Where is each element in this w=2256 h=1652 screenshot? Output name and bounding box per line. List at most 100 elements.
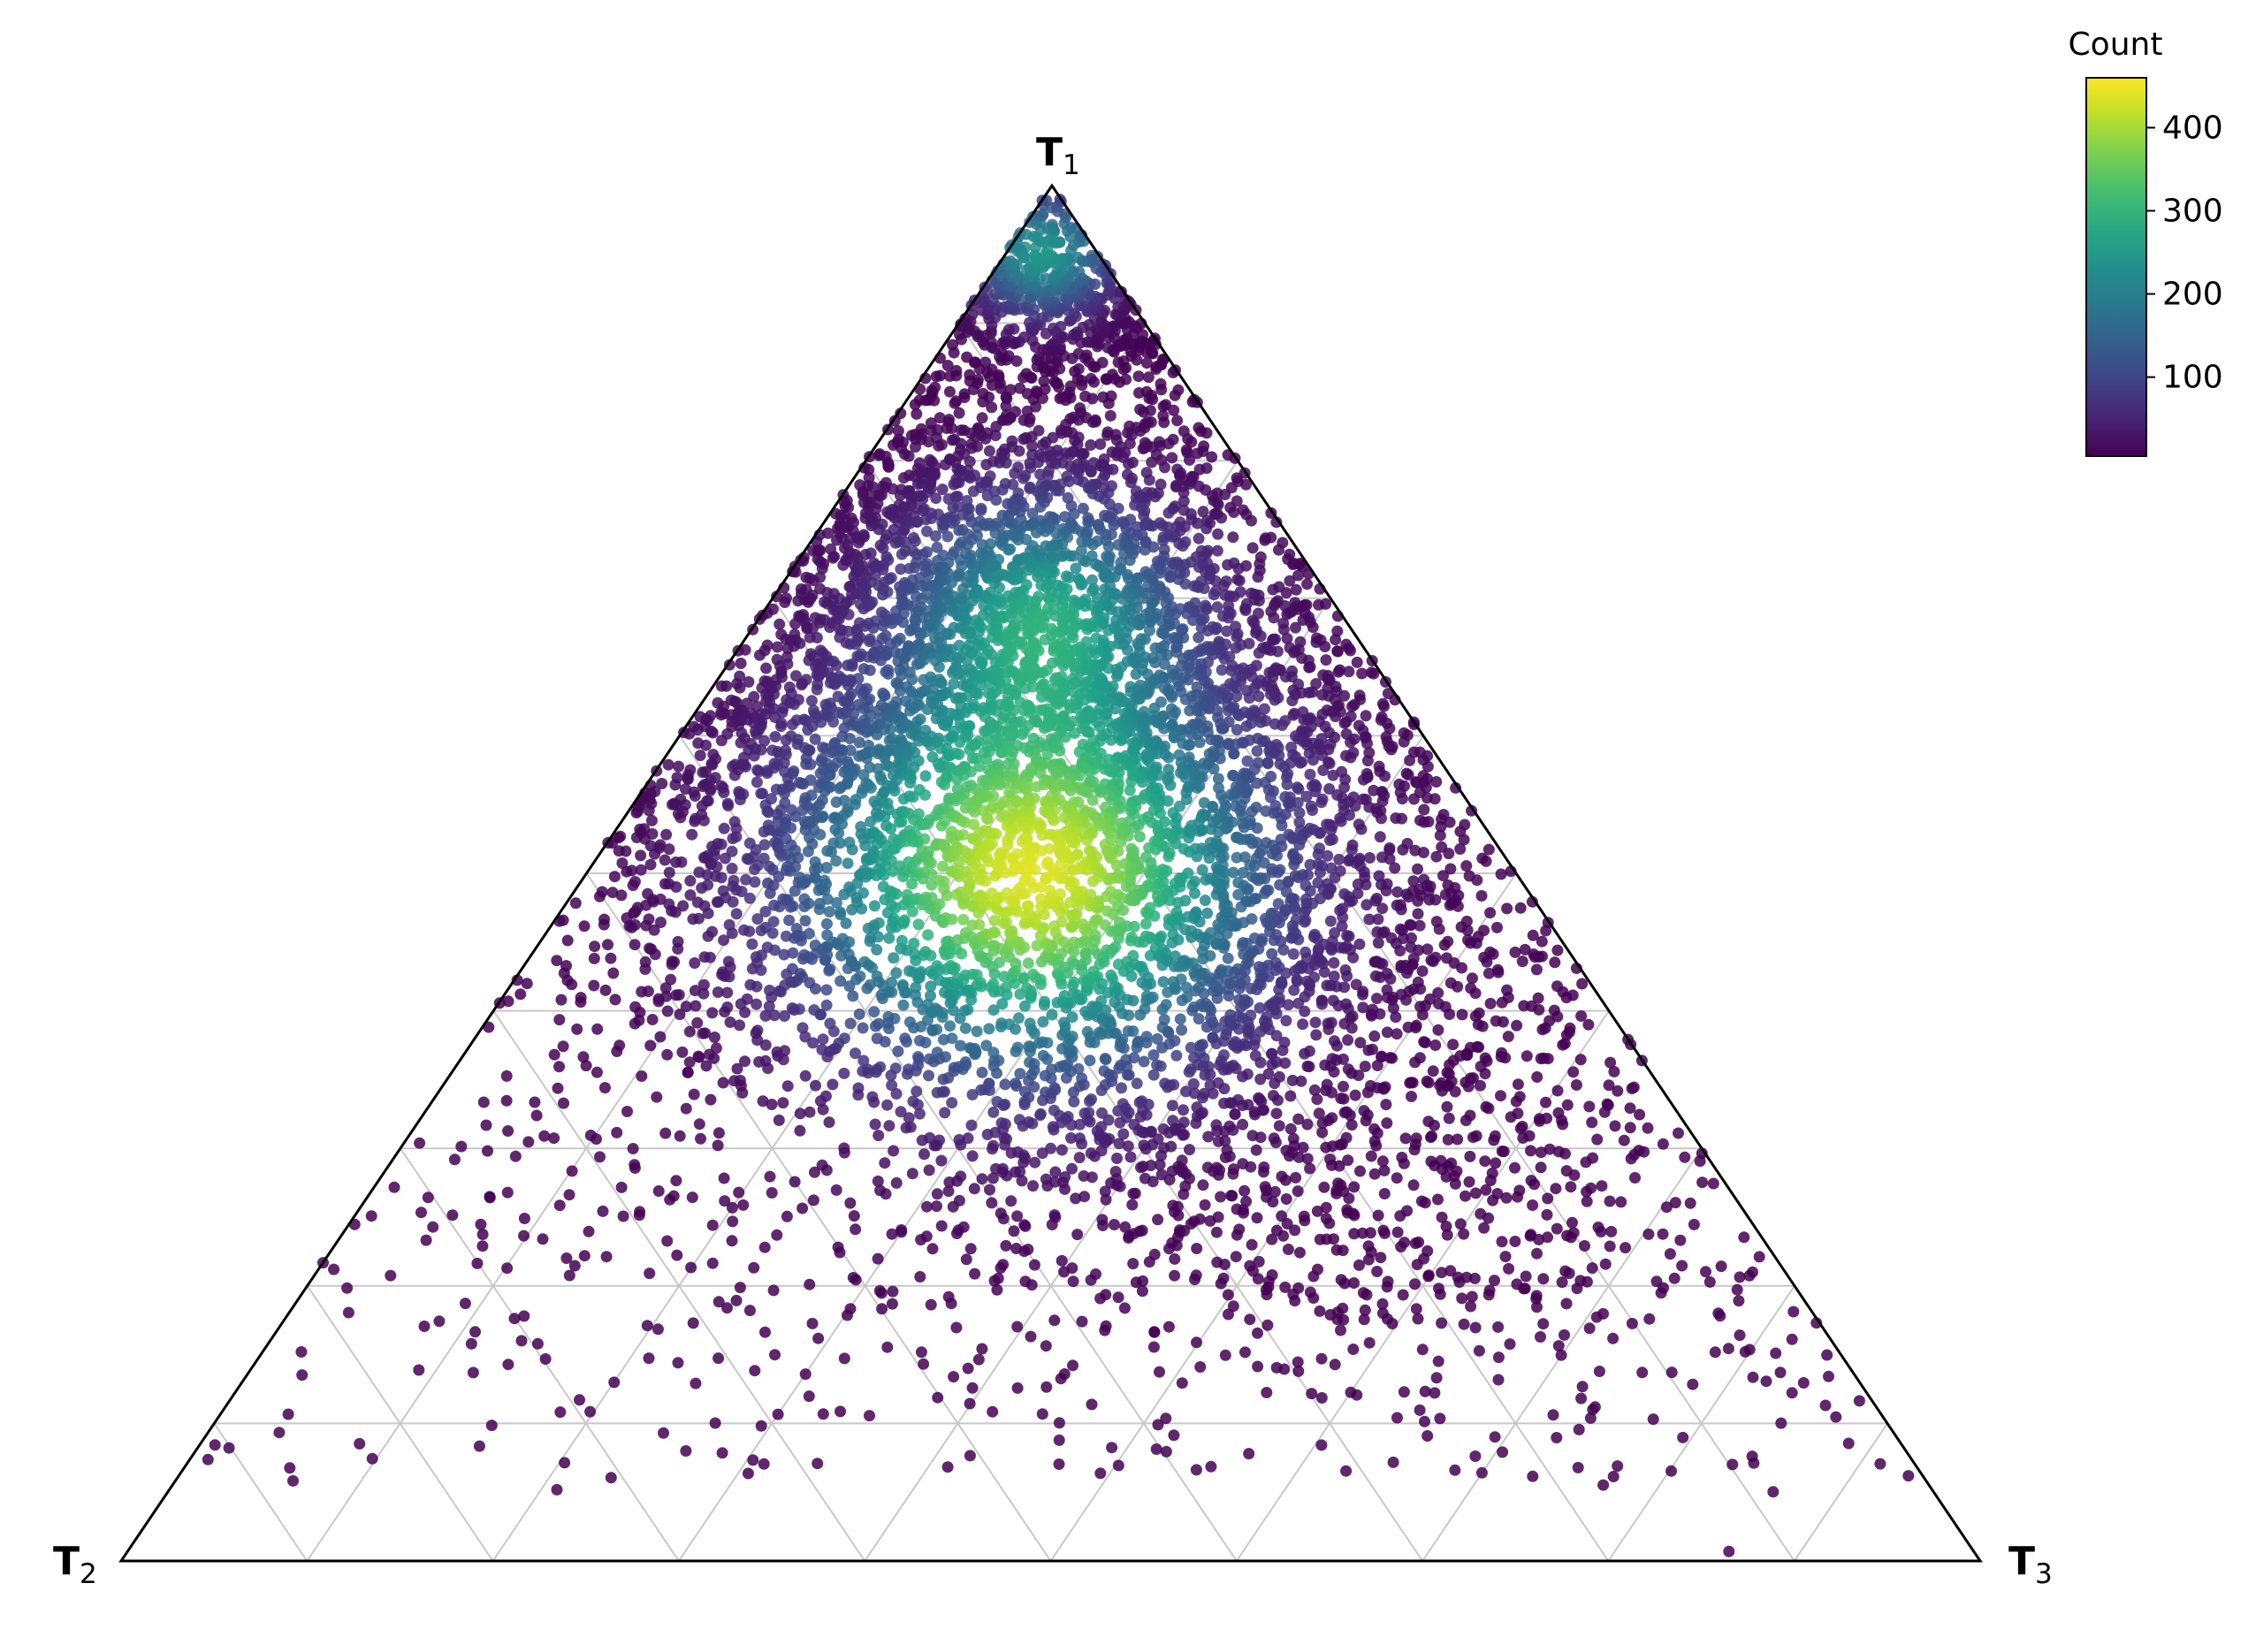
scatter-point (559, 1457, 571, 1469)
scatter-point (1316, 1117, 1329, 1130)
scatter-point (1528, 948, 1540, 960)
scatter-point (1642, 1122, 1654, 1134)
scatter-point (1356, 667, 1368, 680)
scatter-point (932, 1391, 944, 1404)
scatter-point (742, 1467, 754, 1480)
scatter-point (555, 993, 568, 1006)
scatter-point (838, 1032, 850, 1045)
scatter-point (866, 596, 879, 608)
scatter-point (792, 851, 804, 864)
scatter-point (1311, 1205, 1323, 1217)
scatter-point (1354, 1165, 1366, 1177)
scatter-point (341, 1282, 354, 1294)
scatter-point (820, 999, 833, 1011)
scatter-point (1137, 1275, 1149, 1287)
scatter-point (502, 1125, 514, 1137)
scatter-point (1137, 443, 1149, 455)
scatter-point (1576, 978, 1589, 990)
scatter-point (1171, 415, 1184, 427)
scatter-point (882, 554, 895, 567)
scatter-point (1314, 1305, 1326, 1317)
scatter-point (1436, 1317, 1448, 1329)
scatter-point (794, 637, 806, 650)
scatter-point (1040, 1340, 1052, 1352)
scatter-point (1170, 1049, 1183, 1062)
scatter-point (1342, 1154, 1354, 1167)
scatter-point (879, 689, 891, 702)
scatter-point (1410, 1303, 1422, 1315)
scatter-point (1354, 1037, 1367, 1049)
scatter-point (626, 864, 638, 877)
scatter-point (1501, 984, 1513, 996)
scatter-point (1700, 1266, 1711, 1278)
scatter-point (465, 1337, 477, 1350)
scatter-point (1519, 943, 1531, 955)
scatter-point (1626, 1083, 1638, 1094)
scatter-point (1083, 1107, 1095, 1119)
scatter-point (1342, 1063, 1354, 1076)
scatter-point (646, 1014, 659, 1025)
scatter-point (1168, 1429, 1180, 1442)
scatter-point (1770, 1347, 1782, 1359)
scatter-point (1228, 1163, 1239, 1176)
scatter-point (1331, 645, 1344, 658)
scatter-point (779, 597, 791, 608)
scatter-point (1414, 1001, 1426, 1013)
scatter-point (1229, 1036, 1241, 1048)
scatter-point (731, 1062, 743, 1075)
scatter-point (617, 1210, 629, 1222)
scatter-point (1422, 1269, 1435, 1282)
scatter-point (554, 1406, 567, 1419)
scatter-point (751, 1024, 764, 1037)
scatter-point (706, 1219, 719, 1231)
scatter-point (716, 1447, 728, 1459)
scatter-point (1222, 559, 1234, 571)
scatter-point (918, 1358, 930, 1370)
scatter-point (1304, 768, 1316, 780)
scatter-point (1437, 870, 1449, 882)
scatter-point (1088, 376, 1100, 388)
scatter-point (1589, 1401, 1601, 1413)
scatter-point (1086, 1093, 1097, 1106)
scatter-point (931, 1200, 942, 1213)
scatter-point (793, 1003, 805, 1016)
scatter-point (1501, 902, 1513, 915)
scatter-point (865, 547, 877, 560)
scatter-point (764, 1170, 776, 1183)
scatter-point (1490, 1157, 1502, 1169)
scatter-point (704, 951, 716, 963)
scatter-point (1552, 1107, 1565, 1119)
scatter-point (809, 1166, 820, 1178)
scatter-point (1303, 661, 1315, 674)
scatter-point (627, 1143, 639, 1154)
scatter-point (1018, 1219, 1031, 1231)
scatter-point (1106, 1442, 1118, 1454)
scatter-point (1258, 1161, 1270, 1173)
scatter-point (1191, 1101, 1203, 1114)
scatter-point (1315, 796, 1328, 809)
scatter-point (1405, 941, 1417, 954)
scatter-point (1531, 1301, 1543, 1313)
scatter-point (1211, 601, 1223, 613)
scatter-point (984, 1184, 995, 1196)
scatter-point (1357, 1287, 1369, 1299)
scatter-points (202, 194, 1915, 1557)
scatter-point (1351, 656, 1363, 668)
scatter-point (1511, 1278, 1523, 1290)
scatter-point (1221, 1144, 1233, 1156)
scatter-point (799, 915, 812, 927)
scatter-point (832, 1241, 844, 1253)
scatter-point (960, 1253, 972, 1266)
scatter-point (284, 1462, 296, 1474)
scatter-point (1270, 516, 1283, 529)
scatter-point (1513, 1184, 1526, 1197)
scatter-point (1657, 1138, 1669, 1150)
scatter-point (501, 1186, 514, 1199)
scatter-point (674, 1009, 686, 1021)
scatter-point (972, 1353, 985, 1366)
scatter-point (1280, 1145, 1292, 1157)
scatter-point (660, 828, 673, 841)
scatter-point (1374, 765, 1386, 778)
scatter-point (1489, 1275, 1500, 1287)
scatter-point (1517, 1132, 1529, 1144)
